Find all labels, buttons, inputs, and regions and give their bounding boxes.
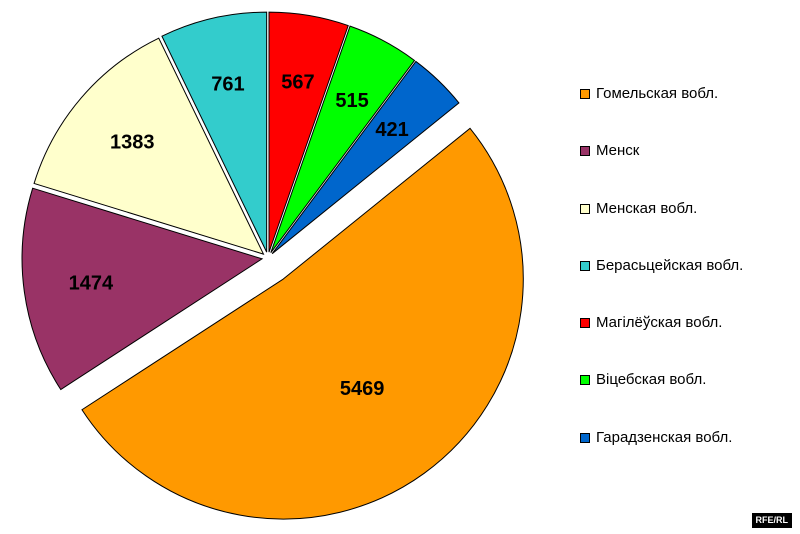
legend-swatch [580, 318, 590, 329]
pie-slice-5 [268, 11, 349, 253]
legend-swatch [580, 260, 590, 271]
legend-item-5: Магілёўская вобл. [580, 313, 795, 370]
pie-slice-2 [21, 187, 264, 391]
legend-label: Менская вобл. [596, 199, 698, 217]
legend-label: Берасьцейская вобл. [596, 256, 744, 274]
legend-swatch [580, 432, 590, 443]
slice-value-label-1: 5469 [340, 378, 385, 400]
pie-slices [21, 11, 524, 520]
legend-label: Гомельская вобл. [596, 85, 719, 102]
legend-swatch [580, 375, 590, 386]
pie-slice-6 [270, 25, 416, 254]
pie-slice-1 [81, 127, 524, 520]
legend-item-6: Віцебская вобл. [580, 370, 795, 427]
legend-label: Магілёўская вобл. [596, 314, 723, 332]
slice-value-label-5: 567 [281, 72, 314, 94]
legend-label: Гарадзенская вобл. [596, 428, 733, 446]
pie-slice-4 [161, 11, 268, 253]
source-badge: RFE/RL [751, 513, 792, 528]
legend-item-7: Гарадзенская вобл. [580, 428, 795, 485]
legend-item-3: Менская вобл. [580, 199, 795, 256]
legend: Гомельская вобл. Менск Менская вобл. Берась… [580, 84, 795, 485]
legend-swatch [580, 146, 590, 157]
legend-label: Віцебская вобл. [596, 371, 707, 389]
slice-value-label-6: 515 [335, 90, 368, 112]
legend-label: Менск [596, 142, 640, 160]
slice-value-label-3: 1383 [110, 132, 155, 154]
slice-value-label-7: 421 [375, 119, 408, 141]
legend-item-2: Менск [580, 141, 795, 198]
slice-value-label-2: 1474 [69, 273, 114, 295]
legend-item-1: Гомельская вобл. [580, 84, 795, 141]
pie-value-labels: 567 515 421 5469 1474 1383 761 [69, 72, 409, 400]
legend-swatch [580, 89, 590, 99]
slice-value-label-4: 761 [211, 74, 244, 96]
pie-slice-3 [33, 37, 265, 255]
legend-item-4: Берасьцейская вобл. [580, 256, 795, 313]
pie-slice-7 [271, 60, 460, 255]
legend-swatch [580, 203, 590, 214]
